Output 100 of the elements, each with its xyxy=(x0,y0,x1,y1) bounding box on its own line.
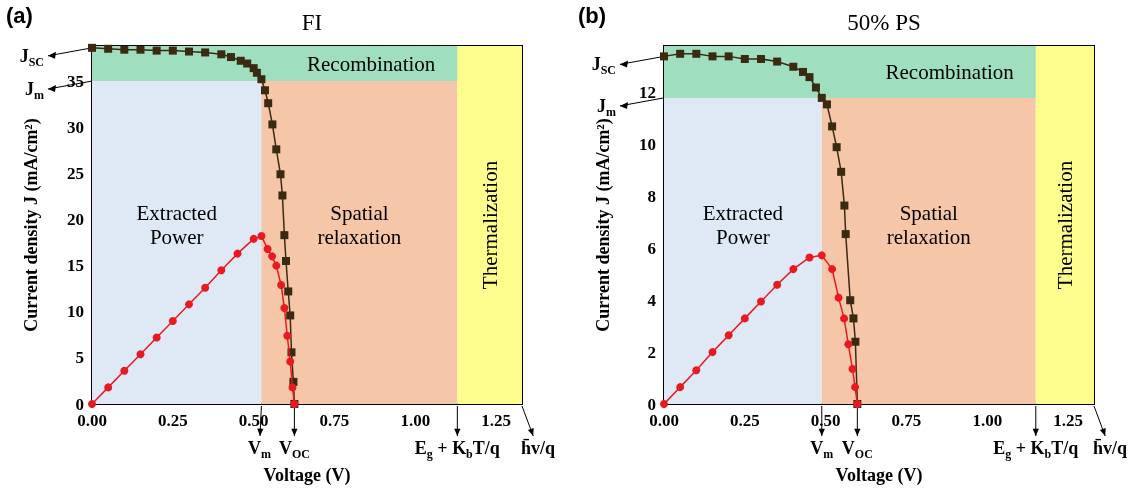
point xyxy=(846,296,855,305)
band-label: Thermalization xyxy=(477,160,502,290)
point xyxy=(104,383,113,392)
x-tick-label: 0.75 xyxy=(319,411,350,430)
point xyxy=(676,383,685,392)
band-label: Extracted Power xyxy=(136,201,218,249)
point xyxy=(120,45,129,54)
text: (b) xyxy=(578,2,607,28)
point xyxy=(849,314,858,323)
x-axis-title: Voltage (V) xyxy=(835,465,923,486)
chart-title: FI xyxy=(301,10,323,35)
y-tick-label: 25 xyxy=(67,163,84,183)
point xyxy=(773,57,782,66)
point xyxy=(278,191,287,200)
x-tick-label: 1.00 xyxy=(400,411,431,430)
point xyxy=(184,47,193,56)
y-tick-label: 20 xyxy=(67,209,84,229)
point xyxy=(844,340,853,349)
y-tick-label: 15 xyxy=(67,256,84,276)
point xyxy=(120,366,129,375)
point xyxy=(708,348,717,357)
chart-title: 50% PS xyxy=(847,10,921,35)
x-tick-label: 0.25 xyxy=(157,411,188,430)
annotation: h̄v/q xyxy=(1092,437,1128,458)
point xyxy=(834,293,843,302)
point xyxy=(276,170,285,179)
point xyxy=(692,49,701,58)
point xyxy=(272,261,281,270)
point xyxy=(805,73,814,82)
x-tick-label: 0.00 xyxy=(77,411,107,430)
point xyxy=(280,231,289,240)
y-tick-label: 5 xyxy=(75,348,84,368)
band-label: Spatial relaxation xyxy=(317,201,402,249)
point xyxy=(828,265,837,274)
point xyxy=(268,252,277,261)
point xyxy=(257,232,266,241)
x-tick-label: 1.25 xyxy=(481,411,512,430)
point xyxy=(268,120,277,129)
y-tick-label: 6 xyxy=(647,238,656,258)
y-tick-label: 0 xyxy=(647,394,656,414)
point xyxy=(286,311,295,320)
band-label: Recombination xyxy=(885,59,1015,84)
y-tick-label: 10 xyxy=(67,302,84,322)
y-tick-label: 2 xyxy=(647,342,656,362)
y-tick-label: 30 xyxy=(67,117,84,137)
y-tick-label: 10 xyxy=(639,135,656,155)
point xyxy=(851,337,860,346)
point xyxy=(822,100,831,109)
y-tick-label: 12 xyxy=(639,83,656,103)
point xyxy=(840,314,849,323)
point xyxy=(724,331,733,340)
point xyxy=(832,143,841,152)
point xyxy=(789,62,798,71)
point xyxy=(152,333,161,342)
point xyxy=(249,234,258,243)
band-label: Thermalization xyxy=(1052,160,1077,290)
point xyxy=(264,99,273,108)
point xyxy=(799,67,808,76)
point xyxy=(740,314,749,323)
text: (a) xyxy=(6,2,33,28)
point xyxy=(217,266,226,275)
point xyxy=(263,244,272,253)
point xyxy=(243,59,252,68)
point xyxy=(168,46,177,55)
point xyxy=(227,53,236,62)
point xyxy=(201,283,210,292)
x-axis-title: Voltage (V) xyxy=(263,465,351,486)
band-label: Extracted Power xyxy=(702,201,784,249)
point xyxy=(288,383,297,392)
point xyxy=(283,331,292,340)
point xyxy=(136,350,145,359)
point xyxy=(281,256,290,265)
point xyxy=(277,280,286,289)
y-tick-label: 8 xyxy=(647,186,656,206)
x-tick-label: 0.75 xyxy=(891,411,922,430)
point xyxy=(152,46,161,55)
y-axis-title: Current density J (mA/cm²) xyxy=(593,118,614,332)
point xyxy=(217,50,226,59)
point xyxy=(185,300,193,309)
point xyxy=(837,167,846,176)
point xyxy=(257,75,266,84)
point xyxy=(104,44,113,53)
point xyxy=(817,251,826,260)
point xyxy=(233,249,242,258)
y-axis-title: Current density J (mA/cm²) xyxy=(21,118,42,332)
point xyxy=(201,48,210,57)
y-tick-label: 0 xyxy=(75,394,84,414)
point xyxy=(805,253,814,262)
point xyxy=(260,86,269,95)
point xyxy=(272,145,281,154)
point xyxy=(756,54,765,63)
point xyxy=(88,43,96,52)
point xyxy=(692,366,701,375)
point xyxy=(136,45,145,54)
point xyxy=(840,201,849,210)
x-tick-label: 0.25 xyxy=(729,411,760,430)
point xyxy=(284,287,293,296)
point xyxy=(708,52,717,61)
point xyxy=(757,297,765,306)
annotation: h̄v/q xyxy=(520,437,556,458)
